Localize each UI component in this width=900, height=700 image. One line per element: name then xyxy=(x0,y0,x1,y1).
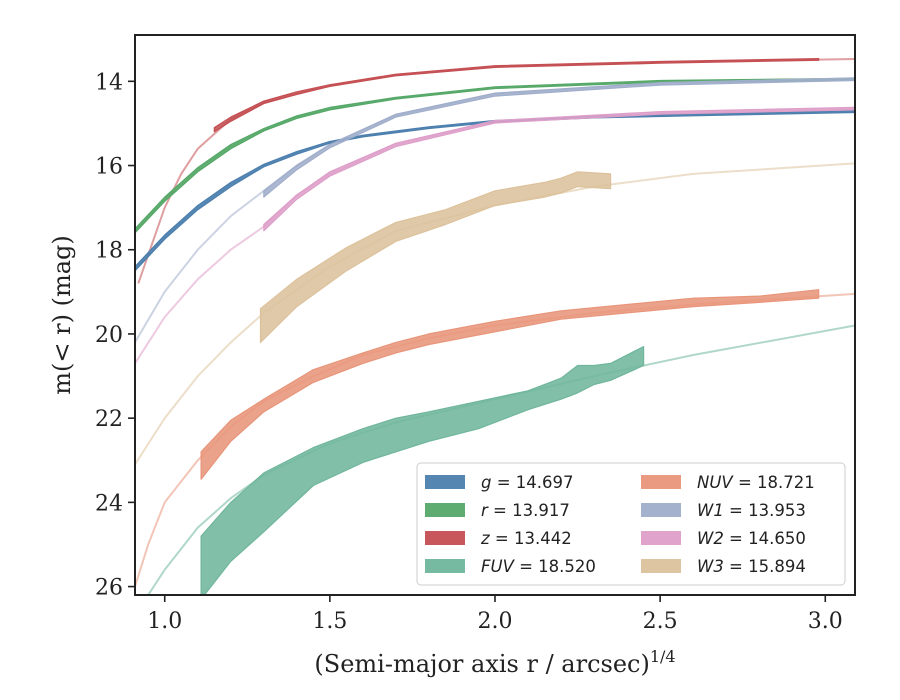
x-tick-label: 2.5 xyxy=(643,609,678,634)
y-tick-label: 26 xyxy=(95,576,123,601)
legend-label-g: g = 14.697 xyxy=(481,473,574,492)
legend-swatch-r xyxy=(425,503,465,517)
profile-band-r xyxy=(135,77,855,234)
model-line-g xyxy=(135,110,855,270)
legend-swatch-fuv xyxy=(425,559,465,573)
x-axis-label-exponent: 1/4 xyxy=(650,647,676,666)
x-tick-label: 1.0 xyxy=(147,609,182,634)
model-line-r xyxy=(135,78,855,232)
legend-frame xyxy=(416,462,846,586)
profile-band-g xyxy=(135,110,855,272)
x-tick-label: 3.0 xyxy=(808,609,843,634)
legend-swatch-w3 xyxy=(641,559,681,573)
legend-swatch-w2 xyxy=(641,531,681,545)
y-axis-label: m(< r) (mag) xyxy=(48,235,76,394)
y-tick-label: 24 xyxy=(95,491,123,516)
profile-band-w1 xyxy=(263,77,855,198)
profile-band-z xyxy=(213,57,820,133)
legend: g = 14.697 r = 13.917 z = 13.442 FUV = 18.5… xyxy=(416,462,846,586)
profile-band-nuv xyxy=(200,289,820,480)
x-axis-label: (Semi-major axis r / arcsec)1/4 xyxy=(314,647,675,678)
profile-band-w2 xyxy=(263,106,855,232)
x-tick-label: 1.5 xyxy=(312,609,347,634)
y-tick-label: 18 xyxy=(95,239,123,264)
series-layer xyxy=(135,57,855,595)
legend-swatch-nuv xyxy=(641,475,681,489)
legend-swatch-z xyxy=(425,531,465,545)
legend-label-z: z = 13.442 xyxy=(480,529,572,548)
legend-swatch-g xyxy=(425,475,465,489)
legend-label-w1: W1 = 13.953 xyxy=(697,501,806,520)
y-tick-label: 22 xyxy=(95,407,123,432)
y-tick-label: 20 xyxy=(95,323,123,348)
y-tick-label: 14 xyxy=(95,70,123,95)
profile-band-w3 xyxy=(259,171,612,343)
profile-band-fuv xyxy=(200,346,645,595)
legend-label-fuv: FUV = 18.520 xyxy=(481,557,596,576)
x-axis-label-text: (Semi-major axis r / arcsec) xyxy=(314,650,649,678)
legend-label-w2: W2 = 14.650 xyxy=(697,529,806,548)
tick-layer: 1.0 1.5 2.0 2.5 3.0 14 16 18 20 22 24 26 xyxy=(95,70,843,634)
x-tick-label: 2.0 xyxy=(478,609,513,634)
legend-label-nuv: NUV = 18.721 xyxy=(697,473,815,492)
legend-label-r: r = 13.917 xyxy=(481,501,570,520)
legend-swatch-w1 xyxy=(641,503,681,517)
legend-label-w3: W3 = 15.894 xyxy=(697,557,806,576)
y-tick-label: 16 xyxy=(95,155,123,180)
